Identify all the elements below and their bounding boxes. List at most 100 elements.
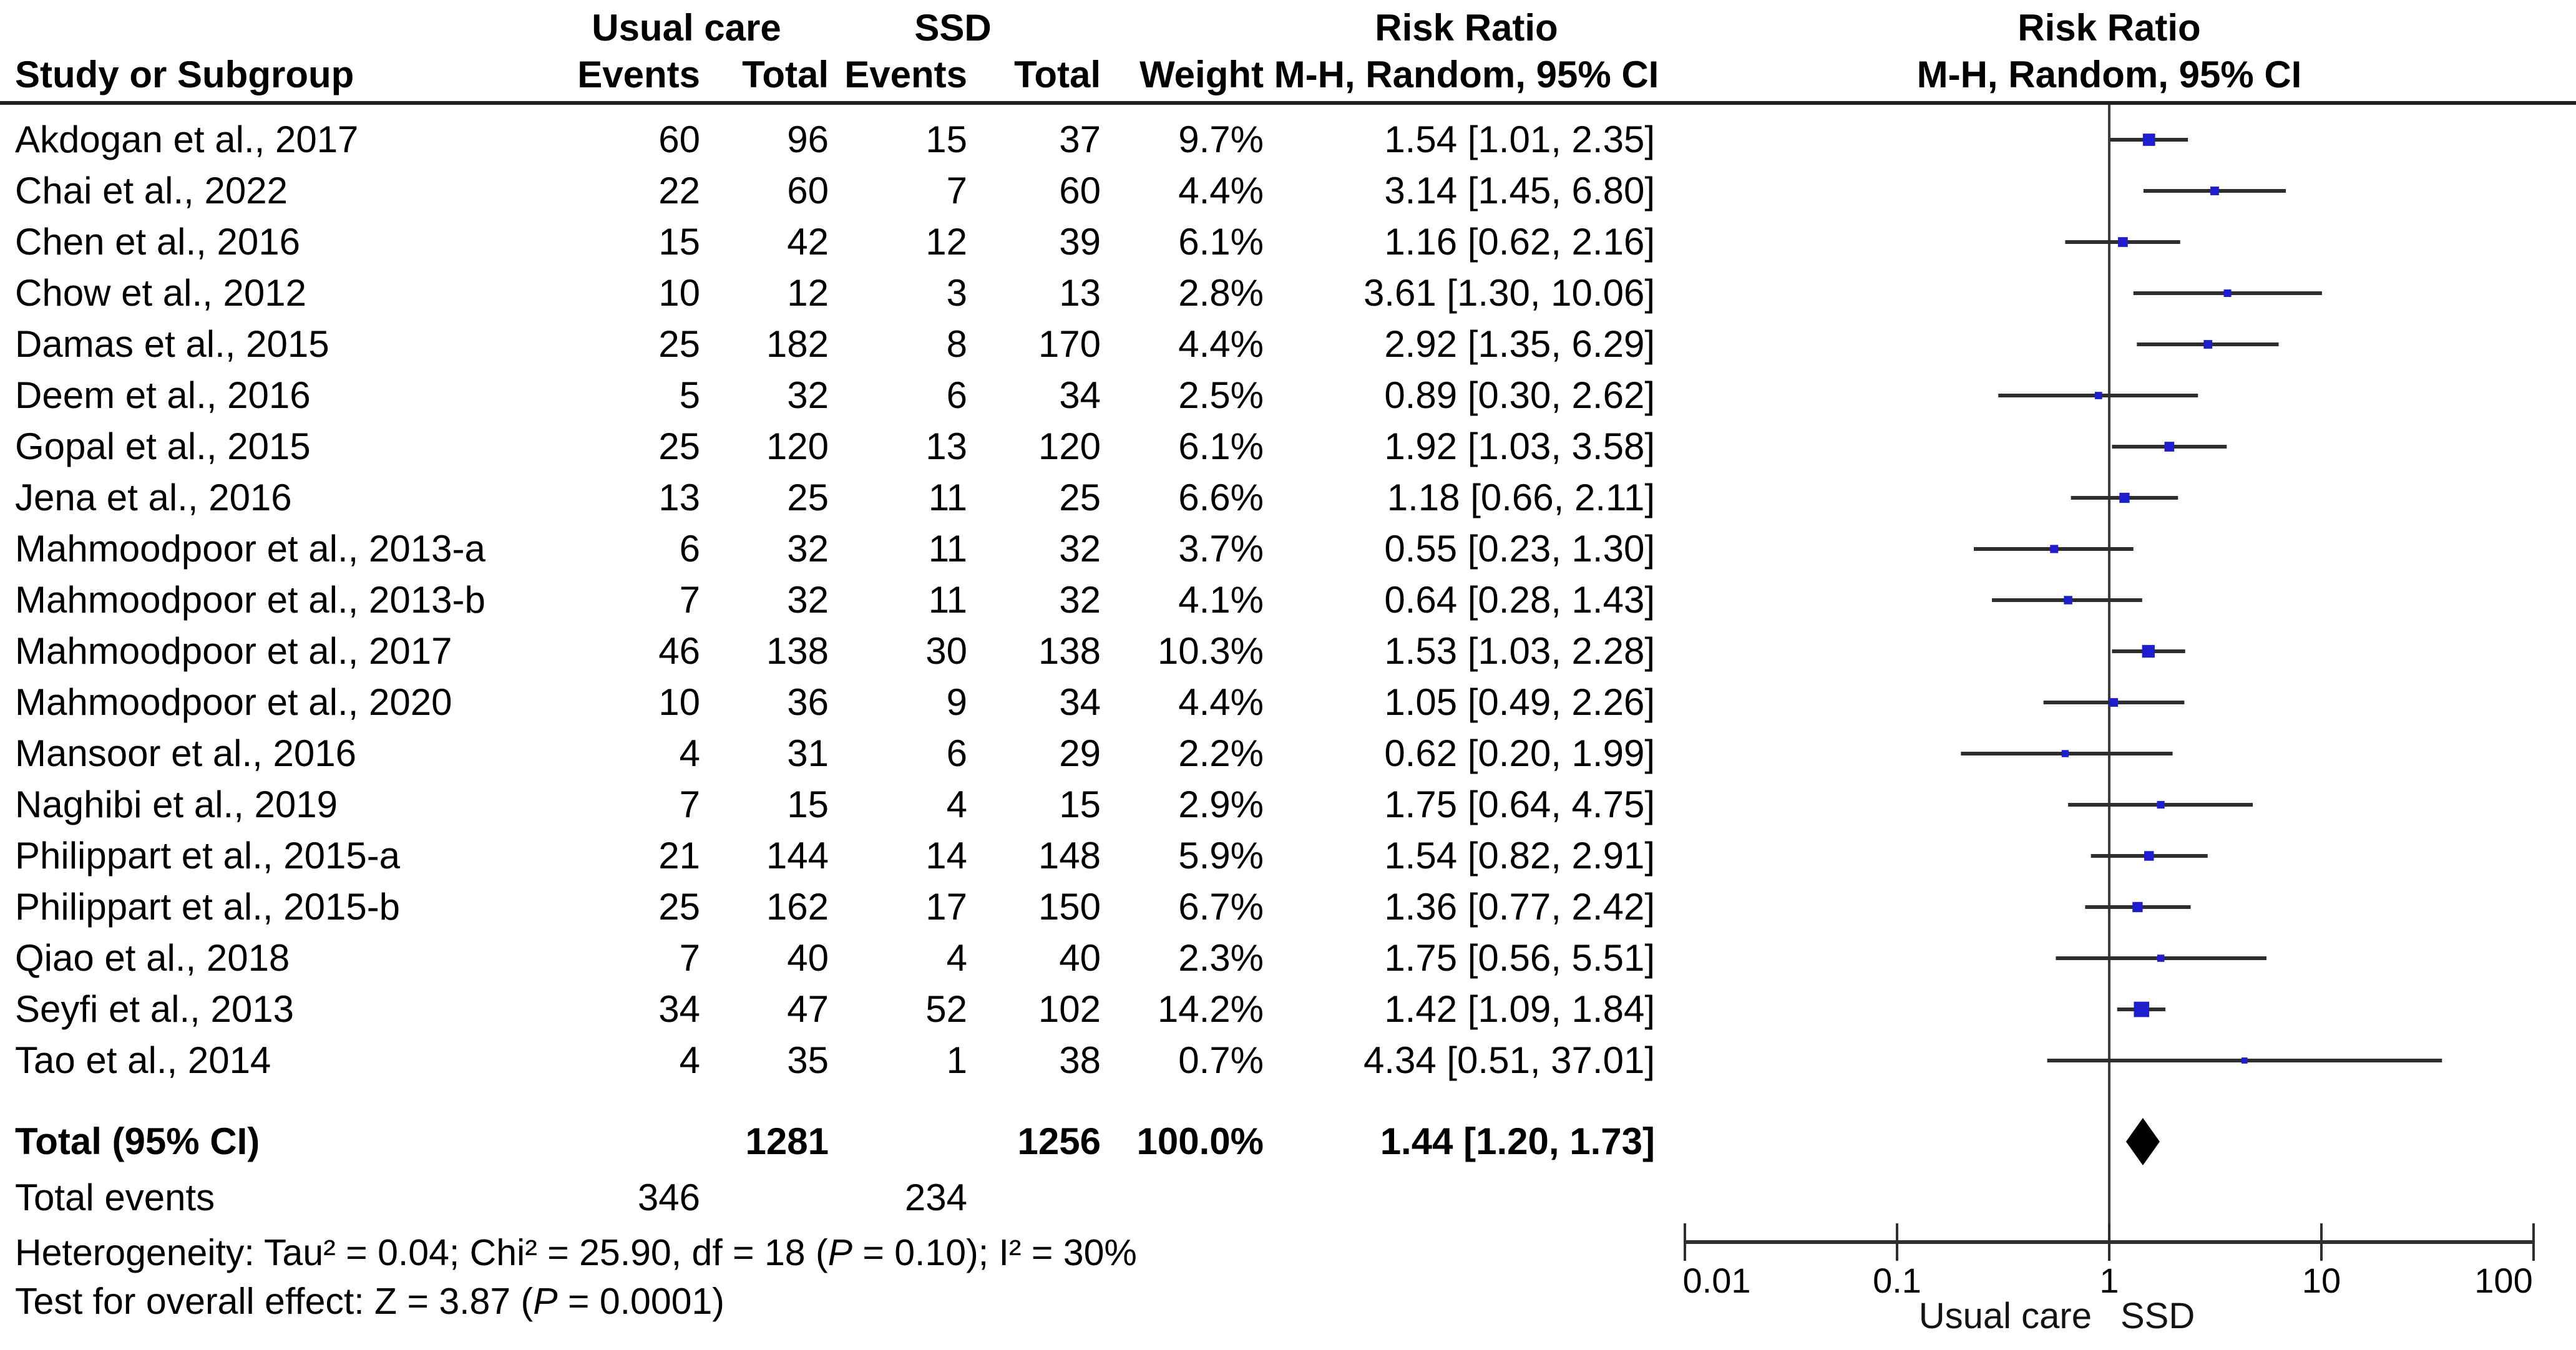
rr-square [2142, 644, 2155, 658]
uc-events-cell: 10 [658, 272, 700, 314]
ssd-events-cell: 3 [946, 272, 967, 314]
ssd-total-cell: 138 [1038, 630, 1101, 672]
study-label: Tao et al., 2014 [15, 1039, 271, 1081]
uc-events-cell: 25 [658, 425, 700, 467]
study-label: Qiao et al., 2018 [15, 937, 290, 979]
axis-tick-label: 0.01 [1682, 1261, 1751, 1300]
ssd-total-cell: 39 [1059, 221, 1101, 263]
uc-total-cell: 31 [787, 732, 829, 774]
ssd-total-cell: 34 [1059, 374, 1101, 416]
rr-square [2157, 800, 2165, 809]
weight-cell: 5.9% [1178, 835, 1264, 877]
weight-cell: 4.4% [1178, 681, 1264, 723]
uc-events-cell: 13 [658, 477, 700, 518]
ssd-events-cell: 6 [946, 374, 967, 416]
uc-events-cell: 25 [658, 323, 700, 365]
total-events-uc-cell: 346 [637, 1177, 700, 1218]
rr-square [2157, 954, 2165, 962]
weight-cell: 9.7% [1178, 119, 1264, 160]
uc-total-cell: 144 [766, 835, 829, 877]
ssd-events-cell: 4 [946, 937, 967, 979]
ssd-total-cell: 32 [1059, 579, 1101, 621]
total-label: Total (95% CI) [15, 1120, 260, 1162]
overall-effect-text: Test for overall effect: Z = 3.87 ( [15, 1281, 534, 1322]
ssd-events-cell: 4 [946, 784, 967, 825]
rr-ci-cell: 1.54 [1.01, 2.35] [1384, 119, 1655, 160]
rr-square [2109, 698, 2119, 707]
uc-total-cell: 32 [787, 528, 829, 570]
rr-ci-cell: 0.62 [0.20, 1.99] [1384, 732, 1655, 774]
rr-ci-cell: 1.16 [0.62, 2.16] [1384, 221, 1655, 263]
uc-total-col-header: Total [742, 54, 829, 95]
ssd-events-col-header: Events [844, 54, 967, 95]
study-label: Jena et al., 2016 [15, 477, 292, 518]
heterogeneity-text-end: = 0.10); I² = 30% [852, 1232, 1137, 1273]
rr-ci-cell: 3.61 [1.30, 10.06] [1363, 272, 1655, 314]
ssd-total-cell: 37 [1059, 119, 1101, 160]
uc-total-cell: 182 [766, 323, 829, 365]
axis-tick-label: 100 [2474, 1261, 2533, 1300]
weight-cell: 10.3% [1157, 630, 1264, 672]
ssd-events-cell: 14 [925, 835, 967, 877]
study-label: Mahmoodpoor et al., 2013-b [15, 579, 485, 621]
weight-cell: 4.4% [1178, 170, 1264, 211]
rr-square [2203, 340, 2213, 349]
rr-ci-cell: 4.34 [0.51, 37.01] [1363, 1039, 1655, 1081]
total-events-label: Total events [15, 1177, 215, 1218]
study-label: Chen et al., 2016 [15, 221, 301, 263]
uc-events-cell: 7 [679, 784, 700, 825]
rr-square [2094, 392, 2102, 399]
weight-cell: 6.7% [1178, 886, 1264, 928]
uc-events-cell: 21 [658, 835, 700, 877]
overall-effect-note: Test for overall effect: Z = 3.87 (P = 0… [15, 1276, 724, 1327]
rr-plot-method-header: M-H, Random, 95% CI [1916, 54, 2302, 95]
uc-total-cell: 36 [787, 681, 829, 723]
ssd-total-cell: 170 [1038, 323, 1101, 365]
uc-events-cell: 60 [658, 119, 700, 160]
weight-cell: 4.4% [1178, 323, 1264, 365]
ssd-total-cell: 102 [1038, 988, 1101, 1030]
weight-cell: 2.2% [1178, 732, 1264, 774]
uc-events-cell: 34 [658, 988, 700, 1030]
study-label: Mansoor et al., 2016 [15, 732, 357, 774]
study-label: Deem et al., 2016 [15, 374, 311, 416]
uc-group-header: Usual care [592, 7, 781, 49]
ssd-total-cell: 120 [1038, 425, 1101, 467]
study-label: Damas et al., 2015 [15, 323, 329, 365]
weight-col-header: Weight [1139, 54, 1264, 95]
uc-events-cell: 15 [658, 221, 700, 263]
rr-square [2050, 545, 2059, 553]
rr-square [2144, 851, 2154, 861]
ssd-events-cell: 15 [925, 119, 967, 160]
uc-events-cell: 5 [679, 374, 700, 416]
rr-ci-cell: 1.05 [0.49, 2.26] [1384, 681, 1655, 723]
ssd-events-cell: 13 [925, 425, 967, 467]
plot-center-line [2108, 105, 2110, 1242]
total-ssd-total-cell: 1256 [1017, 1120, 1101, 1162]
ssd-group-header: SSD [914, 7, 992, 49]
ssd-total-cell: 32 [1059, 528, 1101, 570]
rr-square [2241, 1057, 2248, 1064]
uc-events-cell: 10 [658, 681, 700, 723]
uc-total-cell: 25 [787, 477, 829, 518]
ssd-events-cell: 12 [925, 221, 967, 263]
ssd-events-cell: 17 [925, 886, 967, 928]
rr-ci-cell: 0.64 [0.28, 1.43] [1384, 579, 1655, 621]
rr-ci-cell: 0.89 [0.30, 2.62] [1384, 374, 1655, 416]
study-col-header: Study or Subgroup [15, 54, 354, 95]
weight-cell: 3.7% [1178, 528, 1264, 570]
favors-right-label: SSD [2120, 1296, 2195, 1336]
ssd-events-cell: 30 [925, 630, 967, 672]
header-rule [0, 101, 2576, 105]
ssd-events-cell: 6 [946, 732, 967, 774]
favors-left-label: Usual care [1918, 1296, 2092, 1336]
study-label: Mahmoodpoor et al., 2017 [15, 630, 452, 672]
weight-cell: 2.8% [1178, 272, 1264, 314]
axis-tick [2532, 1223, 2535, 1261]
rr-ci-cell: 0.55 [0.23, 1.30] [1384, 528, 1655, 570]
rr-square [2164, 442, 2175, 452]
uc-total-cell: 32 [787, 579, 829, 621]
study-label: Akdogan et al., 2017 [15, 119, 359, 160]
total-weight-cell: 100.0% [1136, 1120, 1264, 1162]
